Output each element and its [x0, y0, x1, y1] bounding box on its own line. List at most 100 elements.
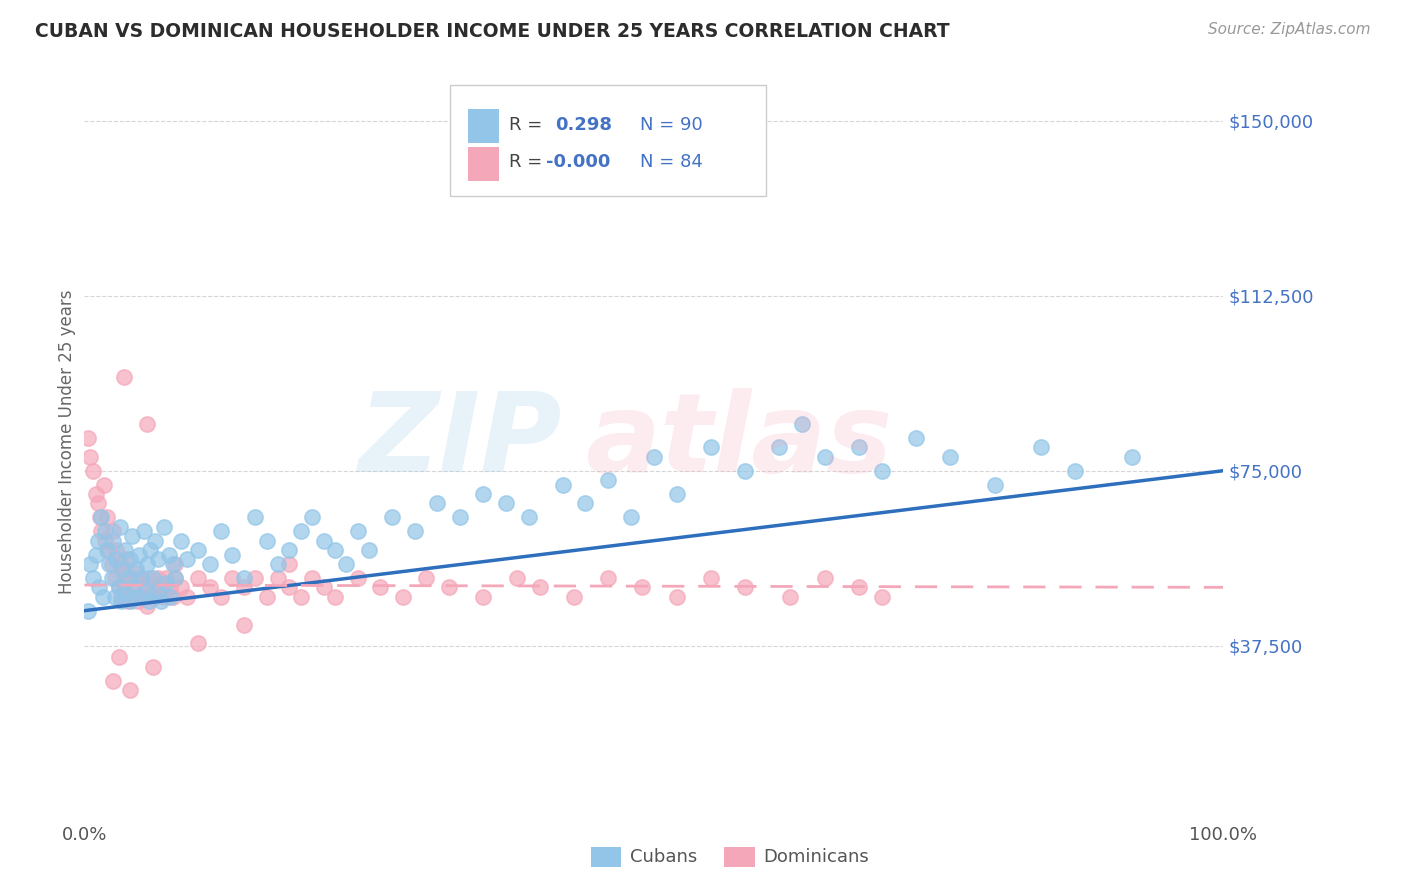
Point: [89, 580, 111, 594]
Point: [153, 590, 176, 604]
Point: [136, 557, 159, 571]
Point: [84, 487, 107, 501]
Point: [124, 580, 146, 594]
Point: [79, 450, 101, 464]
Point: [346, 571, 368, 585]
Point: [734, 580, 756, 594]
Point: [136, 417, 159, 431]
Point: [187, 571, 209, 585]
Point: [110, 590, 132, 604]
Point: [127, 590, 149, 604]
Text: Source: ZipAtlas.com: Source: ZipAtlas.com: [1208, 22, 1371, 37]
Point: [1121, 450, 1143, 464]
Point: [245, 510, 267, 524]
Point: [415, 571, 437, 585]
Point: [848, 580, 870, 594]
Point: [98, 543, 121, 558]
Point: [870, 590, 893, 604]
Point: [84, 548, 107, 562]
Point: [124, 566, 146, 581]
Point: [643, 450, 665, 464]
Point: [176, 590, 198, 604]
Point: [112, 370, 135, 384]
Point: [1064, 464, 1087, 478]
Point: [159, 580, 181, 594]
Point: [135, 585, 157, 599]
Point: [198, 580, 221, 594]
Point: [96, 543, 118, 558]
Text: Cubans: Cubans: [630, 848, 697, 866]
Point: [256, 590, 278, 604]
Point: [135, 580, 157, 594]
Point: [124, 590, 146, 604]
Point: [176, 552, 198, 566]
Point: [90, 510, 112, 524]
Point: [301, 510, 323, 524]
Point: [814, 571, 837, 585]
Point: [221, 548, 243, 562]
Text: -0.000: -0.000: [546, 153, 610, 171]
Point: [149, 580, 172, 594]
Point: [100, 557, 122, 571]
Point: [312, 580, 335, 594]
Point: [267, 571, 290, 585]
Point: [359, 543, 381, 558]
Point: [153, 519, 176, 533]
Point: [148, 571, 170, 585]
Text: N = 84: N = 84: [640, 153, 703, 171]
Point: [139, 543, 162, 558]
Point: [112, 562, 135, 576]
Text: CUBAN VS DOMINICAN HOUSEHOLDER INCOME UNDER 25 YEARS CORRELATION CHART: CUBAN VS DOMINICAN HOUSEHOLDER INCOME UN…: [35, 22, 950, 41]
Point: [149, 594, 172, 608]
Point: [96, 510, 118, 524]
Point: [278, 580, 301, 594]
Point: [631, 580, 654, 594]
Point: [312, 533, 335, 548]
Point: [278, 543, 301, 558]
Point: [117, 594, 139, 608]
Text: atlas: atlas: [585, 388, 893, 495]
Point: [245, 571, 267, 585]
Point: [157, 548, 180, 562]
Point: [108, 519, 131, 533]
Point: [118, 552, 141, 566]
Point: [101, 533, 124, 548]
Point: [121, 580, 143, 594]
Text: 0.298: 0.298: [555, 116, 613, 134]
Point: [155, 575, 177, 590]
Point: [82, 464, 104, 478]
Point: [665, 590, 688, 604]
Point: [392, 590, 415, 604]
Point: [143, 590, 166, 604]
Point: [128, 548, 150, 562]
Point: [665, 487, 688, 501]
Point: [290, 590, 312, 604]
Point: [848, 441, 870, 455]
Point: [620, 510, 643, 524]
Point: [132, 590, 155, 604]
Point: [162, 557, 184, 571]
Point: [159, 590, 181, 604]
Text: Dominicans: Dominicans: [763, 848, 869, 866]
Point: [115, 552, 138, 566]
Point: [112, 566, 135, 581]
Point: [91, 590, 114, 604]
Point: [124, 562, 146, 576]
Point: [136, 599, 159, 613]
Point: [779, 590, 801, 604]
Point: [301, 571, 323, 585]
Point: [76, 431, 98, 445]
Point: [165, 571, 187, 585]
Point: [90, 524, 112, 539]
Y-axis label: Householder Income Under 25 years: Householder Income Under 25 years: [58, 289, 76, 594]
Point: [108, 557, 131, 571]
Point: [89, 510, 111, 524]
Point: [381, 510, 404, 524]
Text: N = 90: N = 90: [640, 116, 703, 134]
Point: [146, 585, 169, 599]
Point: [256, 533, 278, 548]
Point: [104, 571, 127, 585]
Point: [117, 571, 139, 585]
Point: [232, 580, 254, 594]
Point: [870, 464, 893, 478]
